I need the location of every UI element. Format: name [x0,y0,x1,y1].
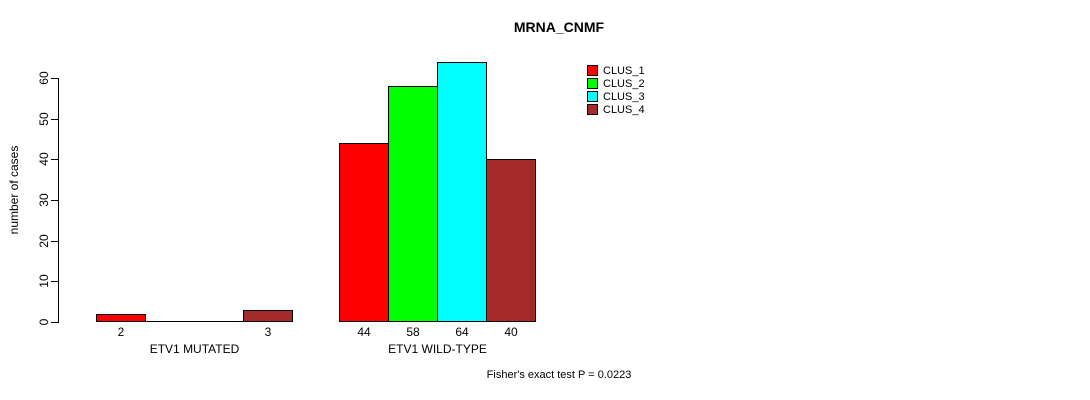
bar [388,86,438,322]
legend-label: CLUS_3 [603,90,645,103]
legend-item: CLUS_4 [587,103,645,116]
group-label: ETV1 MUTATED [149,342,240,356]
chart-title: MRNA_CNMF [513,19,605,35]
legend-label: CLUS_4 [603,103,645,116]
bar [437,62,487,322]
bar-value-label: 44 [357,325,371,339]
legend: CLUS_1 CLUS_2 CLUS_3 CLUS_4 [587,64,645,116]
y-axis-line [58,78,59,323]
bar [243,310,293,322]
bar-value-label: 64 [455,325,469,339]
y-tick-label: 20 [37,234,51,248]
bar [96,314,146,322]
legend-swatch [587,104,598,115]
y-tick-label: 60 [37,71,51,85]
y-axis-tick [51,281,58,282]
bar-value-label: 58 [406,325,420,339]
legend-swatch [587,65,598,76]
bar-zero-baseline [194,321,244,322]
bar-value-label: 2 [117,325,125,339]
y-tick-label: 40 [37,152,51,166]
bar [339,143,389,322]
bar-zero-baseline [145,321,195,322]
y-tick-label: 50 [37,112,51,126]
legend-item: CLUS_3 [587,90,645,103]
legend-item: CLUS_1 [587,64,645,77]
y-tick-label: 30 [37,193,51,207]
y-tick-label: 0 [37,318,51,326]
legend-label: CLUS_2 [603,77,645,90]
annotation-text: Fisher's exact test P = 0.0223 [486,369,632,381]
bar-value-label: 40 [504,325,518,339]
y-axis-label: number of cases [7,145,21,235]
legend-item: CLUS_2 [587,77,645,90]
y-tick-label: 10 [37,274,51,288]
bar-value-label: 3 [264,325,272,339]
group-label: ETV1 WILD-TYPE [388,342,487,356]
y-axis-tick [51,159,58,160]
y-axis-tick [51,241,58,242]
y-axis-tick [51,78,58,79]
legend-swatch [587,91,598,102]
y-axis-tick [51,322,58,323]
legend-label: CLUS_1 [603,64,645,77]
bar [486,159,536,322]
y-axis-tick [51,200,58,201]
legend-swatch [587,78,598,89]
y-axis-tick [51,119,58,120]
